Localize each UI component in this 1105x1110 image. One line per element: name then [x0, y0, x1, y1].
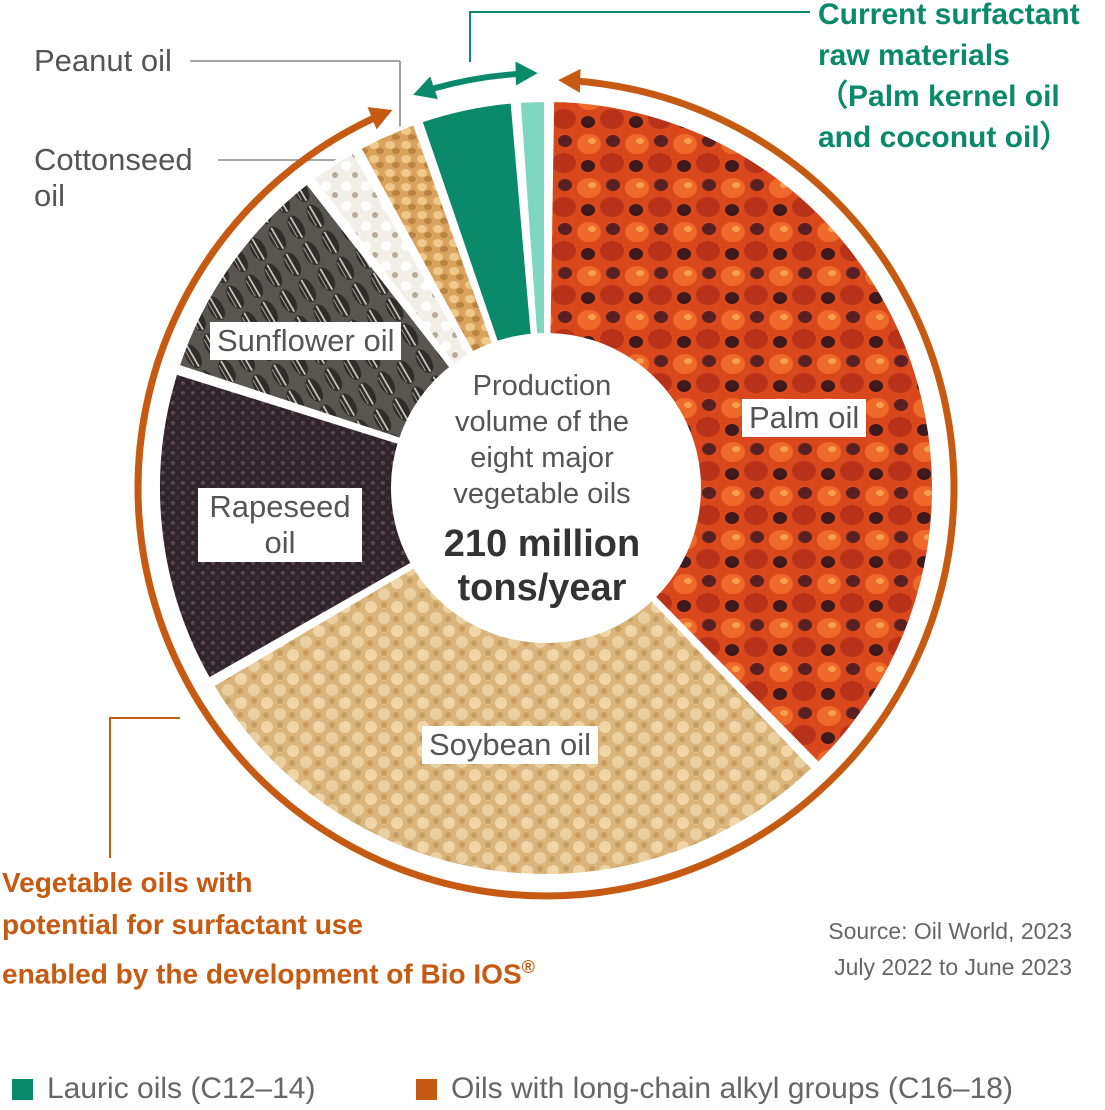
center-caption-line-2: volume of the	[454, 406, 630, 438]
cottonseed-oil-label: Cottonseed oil	[34, 142, 193, 214]
cottonseed-label-line-2: oil	[34, 178, 66, 213]
rapeseed-label-line-2: oil	[264, 525, 296, 560]
legend-swatch-long-chain	[416, 1078, 437, 1100]
center-caption-line-3: eight major	[470, 442, 614, 474]
legend-label-lauric: Lauric oils (C12–14)	[47, 1072, 316, 1105]
legend-label-long-chain: Oils with long-chain alkyl groups (C16–1…	[451, 1072, 1013, 1105]
rapeseed-label-line-1: Rapeseed	[209, 489, 351, 524]
long-chain-arrow-head-start	[558, 68, 581, 93]
center-value-line-1: 210 million	[443, 523, 641, 565]
lauric-title: Current surfactant raw materials （Palm k…	[818, 0, 1080, 158]
source-line-2: July 2022 to June 2023	[834, 954, 1072, 980]
lauric-title-line-1: Current surfactant	[818, 0, 1080, 31]
soybean-oil-label: Soybean oil	[422, 726, 599, 764]
palm-oil-label: Palm oil	[742, 399, 867, 437]
long-chain-arrow-head-end	[367, 107, 393, 130]
lauric-title-line-4: and coconut oil）	[818, 121, 1070, 154]
pie-center-hole	[393, 335, 699, 641]
rapeseed-oil-label: Rapeseed oil	[198, 488, 362, 562]
lauric-range-arrow	[429, 71, 520, 92]
lauric-title-line-2: raw materials	[818, 39, 1010, 72]
orange-note-line-3: enabled by the development of Bio IOS®	[2, 946, 535, 995]
legend-swatch-lauric	[12, 1078, 33, 1100]
sunflower-oil-label: Sunflower oil	[210, 322, 402, 360]
lauric-arrow-head-end	[515, 61, 538, 86]
lauric-title-line-3: （Palm kernel oil	[818, 80, 1060, 113]
long-chain-range-arc	[134, 77, 958, 900]
center-caption-line-4: vegetable oils	[453, 478, 631, 510]
orange-note-line-1: Vegetable oils with	[2, 867, 253, 898]
registered-mark: ®	[521, 957, 535, 977]
lauric-arrow-head-start	[413, 76, 438, 100]
cottonseed-label-line-1: Cottonseed	[34, 142, 193, 177]
center-block: Production volume of the eight major veg…	[396, 368, 688, 610]
source-note: Source: Oil World, 2023 July 2022 to Jun…	[828, 913, 1072, 985]
center-caption-line-1: Production	[472, 370, 612, 402]
peanut-oil-label: Peanut oil	[34, 43, 172, 78]
source-line-1: Source: Oil World, 2023	[828, 918, 1072, 944]
lauric-bracket-line	[469, 11, 810, 62]
orange-note-line-3-text: enabled by the development of Bio IOS	[2, 958, 522, 990]
orange-note-bracket-line	[109, 717, 180, 858]
orange-note-line-2: potential for surfactant use	[2, 909, 363, 940]
orange-note: Vegetable oils with potential for surfac…	[2, 862, 535, 995]
legend-item-long-chain: Oils with long-chain alkyl groups (C16–1…	[416, 1072, 1013, 1106]
center-value-line-2: tons/year	[457, 567, 627, 609]
range-arcs	[134, 61, 958, 900]
legend-item-lauric: Lauric oils (C12–14)	[12, 1072, 315, 1106]
